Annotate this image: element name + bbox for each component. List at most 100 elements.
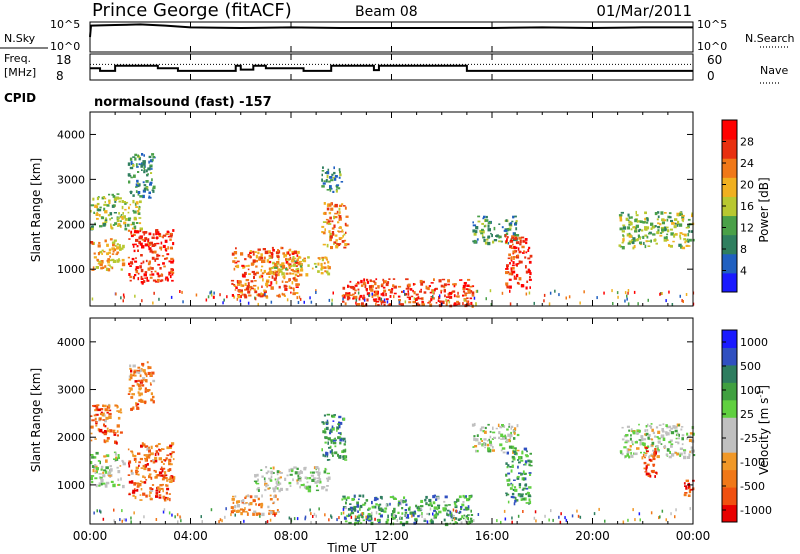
scatter-cell (596, 296, 598, 300)
scatter-cell (170, 246, 173, 250)
scatter-cell (145, 479, 148, 481)
scatter-cell (116, 251, 120, 254)
scatter-cell (403, 290, 405, 293)
scatter-cell (266, 259, 270, 263)
scatter-cell (382, 294, 385, 297)
scatter-cell (321, 421, 325, 424)
scatter-cell (270, 281, 273, 285)
scatter-cell (502, 451, 506, 454)
scatter-cell (122, 293, 125, 297)
scatter-cell (508, 445, 513, 449)
scatter-cell (277, 511, 280, 513)
scatter-cell (270, 267, 274, 270)
scatter-cell (624, 441, 628, 444)
scatter-cell (665, 299, 667, 303)
scatter-cell (368, 515, 373, 518)
scatter-cell (131, 262, 134, 265)
scatter-cell (463, 298, 466, 302)
scatter-cell (501, 447, 506, 450)
scatter-cell (377, 519, 380, 522)
scatter-cell (655, 471, 658, 474)
scatter-cell (118, 200, 121, 203)
scatter-cell (162, 244, 166, 248)
scatter-cell (330, 179, 334, 182)
scatter-cell (514, 488, 518, 492)
scatter-cell (342, 205, 346, 207)
scatter-cell (305, 486, 309, 490)
scatter-cell (130, 223, 133, 226)
scatter-cell (153, 469, 156, 472)
scatter-cell (334, 212, 338, 215)
scatter-cell (167, 235, 171, 238)
scatter-cell (121, 459, 124, 462)
scatter-cell (692, 449, 695, 453)
scatter-cell (624, 291, 627, 295)
scatter-cell (147, 239, 149, 243)
scatter-cell (622, 234, 624, 237)
scatter-cell (521, 450, 524, 453)
scatter-cell (125, 201, 129, 204)
scatter-cell (656, 436, 659, 438)
scatter-cell (632, 237, 636, 240)
scatter-cell (351, 509, 353, 513)
scatter-cell (467, 514, 470, 516)
velocity-ylabel: Slant Range [km] (29, 368, 43, 472)
scatter-cell (142, 377, 145, 381)
scatter-cell (122, 484, 125, 489)
scatter-cell (342, 511, 345, 515)
scatter-cell (167, 468, 170, 472)
scatter-cell (210, 508, 213, 512)
scatter-cell (135, 460, 137, 463)
scatter-cell (436, 496, 440, 500)
scatter-cell (657, 440, 660, 443)
scatter-cell (169, 480, 173, 483)
scatter-cell (676, 212, 680, 217)
scatter-cell (147, 173, 149, 175)
scatter-cell (121, 205, 124, 210)
scatter-cell (338, 207, 341, 211)
scatter-cell (660, 211, 664, 215)
scatter-cell (338, 424, 341, 429)
scatter-cell (104, 265, 107, 268)
scatter-cell (236, 500, 239, 504)
scatter-cell (234, 513, 236, 517)
scatter-cell (686, 456, 691, 459)
scatter-cell (427, 286, 430, 291)
scatter-cell (148, 453, 151, 457)
scatter-cell (109, 255, 111, 258)
scatter-cell (151, 178, 153, 182)
scatter-cell (296, 479, 299, 482)
scatter-cell (506, 266, 509, 269)
scatter-cell (473, 239, 477, 244)
scatter-cell (363, 298, 366, 302)
scatter-cell (378, 512, 381, 515)
scatter-cell (135, 183, 139, 187)
scatter-cell (144, 459, 147, 462)
scatter-cell (155, 474, 158, 477)
scatter-cell (341, 294, 344, 297)
scatter-cell (93, 256, 97, 259)
scatter-cell (375, 511, 378, 515)
scatter-cell (464, 519, 467, 523)
scatter-cell (269, 498, 273, 501)
scatter-cell (141, 238, 145, 241)
scatter-cell (92, 197, 95, 201)
scatter-cell (380, 297, 383, 301)
scatter-cell (462, 290, 466, 293)
scatter-cell (337, 221, 340, 224)
scatter-cell (264, 256, 266, 260)
scatter-cell (144, 243, 149, 247)
scatter-cell (235, 247, 237, 250)
scatter-cell (374, 497, 377, 500)
scatter-cell (240, 252, 244, 256)
scatter-cell (526, 450, 528, 453)
colorbar-segment (722, 253, 737, 274)
scatter-cell (656, 218, 659, 221)
scatter-cell (657, 430, 661, 434)
scatter-cell (323, 470, 327, 474)
scatter-cell (647, 245, 651, 247)
scatter-cell (498, 235, 502, 239)
scatter-cell (267, 487, 270, 490)
scatter-cell (397, 295, 401, 298)
scatter-cell (649, 454, 651, 457)
